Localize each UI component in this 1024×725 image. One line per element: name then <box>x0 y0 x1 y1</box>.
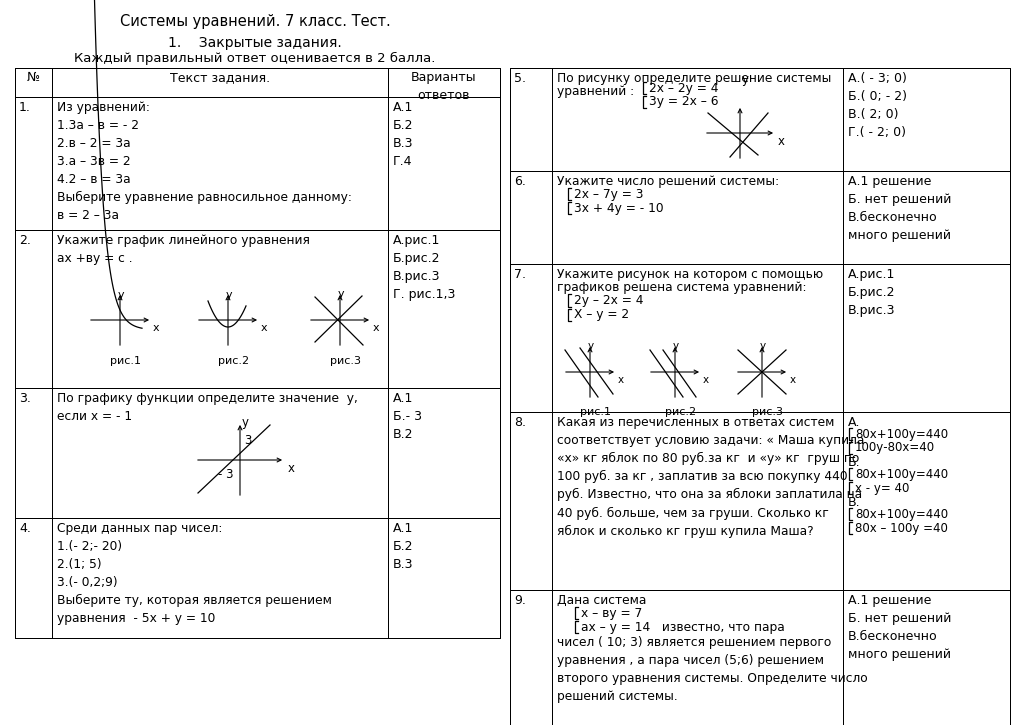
Text: у: у <box>226 290 232 300</box>
Text: Из уравнений:
1.3а – в = - 2
2.в – 2 = 3а
3.а – 3в = 2
4.2 – в = 3а
Выберите ура: Из уравнений: 1.3а – в = - 2 2.в – 2 = 3… <box>57 101 352 222</box>
Text: уравнений :: уравнений : <box>557 85 634 98</box>
Bar <box>15 230 500 388</box>
Text: x: x <box>373 323 380 333</box>
Bar <box>52 68 388 97</box>
Bar <box>510 68 1010 171</box>
Bar <box>843 171 1010 264</box>
Text: 2у – 2х = 4: 2у – 2х = 4 <box>574 294 643 307</box>
Text: у: у <box>588 341 594 351</box>
Bar <box>15 97 52 230</box>
Text: Укажите рисунок на котором с помощью: Укажите рисунок на котором с помощью <box>557 268 823 281</box>
Text: А.рис.1
Б.рис.2
В.рис.3
Г. рис.1,3: А.рис.1 Б.рис.2 В.рис.3 Г. рис.1,3 <box>393 234 456 301</box>
Text: 3.: 3. <box>19 392 31 405</box>
Text: Текст задания.: Текст задания. <box>170 71 270 84</box>
Bar <box>552 412 843 590</box>
Text: Какая из перечисленных в ответах систем
соответствует условию задачи: « Маша куп: Какая из перечисленных в ответах систем … <box>557 416 864 538</box>
Text: 7.: 7. <box>514 268 526 281</box>
Text: А.1
Б.2
В.3
Г.4: А.1 Б.2 В.3 Г.4 <box>393 101 414 168</box>
Text: 80х+100у=440: 80х+100у=440 <box>855 468 948 481</box>
Text: 9.: 9. <box>514 594 526 607</box>
Bar <box>52 518 388 638</box>
Text: Укажите график линейного уравнения
ах +ву = с .: Укажите график линейного уравнения ах +в… <box>57 234 310 265</box>
Bar <box>843 264 1010 412</box>
Text: рис.2: рис.2 <box>665 407 696 417</box>
Bar <box>843 590 1010 725</box>
Text: Варианты
ответов: Варианты ответов <box>412 71 477 102</box>
Bar <box>388 68 500 97</box>
Text: 80х – 100у =40: 80х – 100у =40 <box>855 522 948 535</box>
Bar <box>388 518 500 638</box>
Text: - 3: - 3 <box>218 468 233 481</box>
Text: x: x <box>703 375 710 385</box>
Bar <box>510 171 1010 264</box>
Text: у: у <box>338 289 345 299</box>
Bar <box>552 68 843 171</box>
Bar <box>15 68 500 97</box>
Bar <box>15 388 52 518</box>
Text: А.( - 3; 0)
Б.( 0; - 2)
В.( 2; 0)
Г.( - 2; 0): А.( - 3; 0) Б.( 0; - 2) В.( 2; 0) Г.( - … <box>848 72 907 139</box>
Text: Каждый правильный ответ оценивается в 2 балла.: Каждый правильный ответ оценивается в 2 … <box>75 52 435 65</box>
Text: рис.3: рис.3 <box>752 407 783 417</box>
Bar <box>843 68 1010 171</box>
Text: 80х+100у=440: 80х+100у=440 <box>855 428 948 441</box>
Text: рис.2: рис.2 <box>218 356 249 366</box>
Bar <box>510 412 1010 590</box>
Text: 4.: 4. <box>19 522 31 535</box>
Text: В.: В. <box>848 496 860 509</box>
Text: х - у= 40: х - у= 40 <box>855 482 909 495</box>
Text: рис.1: рис.1 <box>580 407 611 417</box>
Text: По рисунку определите решение системы: По рисунку определите решение системы <box>557 72 831 85</box>
Text: рис.1: рис.1 <box>110 356 141 366</box>
Text: А.1
Б.2
В.3: А.1 Б.2 В.3 <box>393 522 414 571</box>
Bar <box>15 518 52 638</box>
Text: x: x <box>618 375 624 385</box>
Bar <box>510 264 552 412</box>
Text: графиков решена система уравнений:: графиков решена система уравнений: <box>557 281 807 294</box>
Text: Дана система: Дана система <box>557 594 646 607</box>
Text: чисел ( 10; 3) является решением первого
уравнения , а пара чисел (5;6) решением: чисел ( 10; 3) является решением первого… <box>557 636 867 703</box>
Text: 100у-80х=40: 100у-80х=40 <box>855 441 935 454</box>
Text: 1.    Закрытые задания.: 1. Закрытые задания. <box>168 36 342 50</box>
Bar <box>510 171 552 264</box>
Text: у: у <box>760 341 766 351</box>
Text: 2х – 7у = 3: 2х – 7у = 3 <box>574 188 643 201</box>
Text: 2х – 2у = 4: 2х – 2у = 4 <box>649 82 719 95</box>
Text: у: у <box>673 341 679 351</box>
Text: №: № <box>27 71 40 84</box>
Bar <box>52 97 388 230</box>
Bar <box>388 388 500 518</box>
Text: 80х+100у=440: 80х+100у=440 <box>855 508 948 521</box>
Text: 3: 3 <box>244 434 251 447</box>
Text: x: x <box>790 375 796 385</box>
Text: 3х + 4у = - 10: 3х + 4у = - 10 <box>574 202 664 215</box>
Text: 8.: 8. <box>514 416 526 429</box>
Text: Среди данных пар чисел:
1.(- 2;- 20)
2.(1; 5)
3.(- 0,2;9)
Выберите ту, которая я: Среди данных пар чисел: 1.(- 2;- 20) 2.(… <box>57 522 332 625</box>
Text: Х – у = 2: Х – у = 2 <box>574 308 629 321</box>
Text: По графику функции определите значение  у,
если х = - 1: По графику функции определите значение у… <box>57 392 357 423</box>
Text: у: у <box>242 416 249 429</box>
Bar <box>552 590 843 725</box>
Text: 6.: 6. <box>514 175 526 188</box>
Bar <box>510 590 552 725</box>
Bar <box>15 68 52 97</box>
Bar <box>52 230 388 388</box>
Bar <box>15 518 500 638</box>
Text: x: x <box>778 135 785 148</box>
Text: x: x <box>153 323 160 333</box>
Bar <box>843 412 1010 590</box>
Text: 2.: 2. <box>19 234 31 247</box>
Bar <box>552 171 843 264</box>
Bar <box>52 388 388 518</box>
Text: у: у <box>118 290 125 300</box>
Bar <box>388 230 500 388</box>
Text: у: у <box>742 73 749 86</box>
Text: х – ву = 7: х – ву = 7 <box>581 607 642 620</box>
Bar <box>510 264 1010 412</box>
Text: x: x <box>261 323 267 333</box>
Text: рис.3: рис.3 <box>330 356 361 366</box>
Text: А.1
Б.- 3
В.2: А.1 Б.- 3 В.2 <box>393 392 422 441</box>
Bar <box>15 388 500 518</box>
Bar <box>510 590 1010 725</box>
Text: Укажите число решений системы:: Укажите число решений системы: <box>557 175 779 188</box>
Text: А.: А. <box>848 416 860 429</box>
